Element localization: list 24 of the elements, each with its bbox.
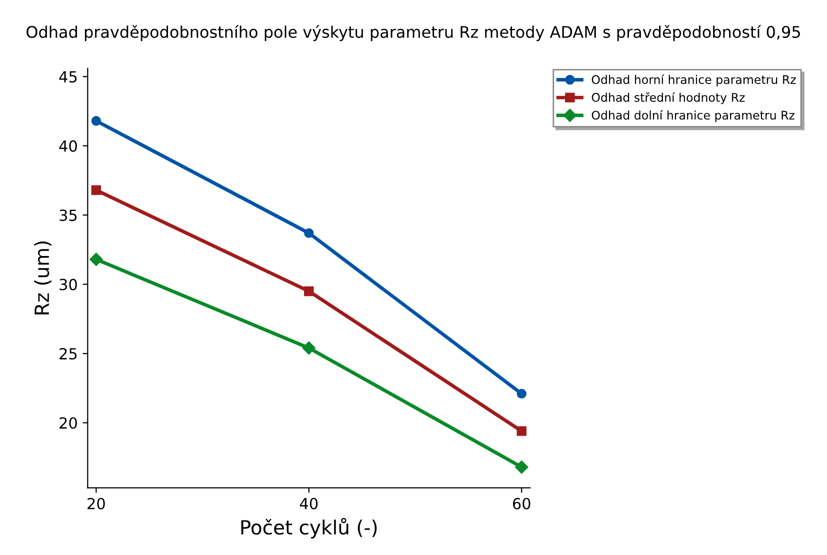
point (304, 286, 314, 296)
legend-label: Odhad dolní hranice parametru Rz (592, 110, 794, 122)
legend-label: Odhad horní hranice parametru Rz (592, 74, 796, 86)
point (90, 252, 103, 266)
point (516, 426, 526, 436)
legend-label: Odhad střední hodnoty Rz (592, 92, 745, 104)
point (91, 185, 102, 195)
y-axis-title: Rz (um) (34, 242, 52, 314)
x-tick-label: 20 (88, 498, 105, 510)
y-tick-label: 35 (60, 210, 77, 222)
y-tick-label: 45 (59, 71, 77, 83)
x-axis-title: Počet cyklů (-) (241, 518, 377, 538)
y-tick-label: 20 (60, 417, 77, 429)
point (304, 228, 314, 238)
y-tick-label: 30 (60, 278, 77, 290)
x-tick-label: 40 (300, 498, 318, 510)
point (302, 341, 316, 355)
y-tick-label: 25 (60, 348, 77, 360)
point (516, 388, 526, 399)
x-tick-label: 60 (512, 498, 530, 510)
point (91, 116, 102, 126)
y-tick-label: 40 (59, 140, 77, 152)
point (515, 460, 528, 474)
chart-title: Odhad pravděpodobnostního pole výskytu parametru Rz metody ADAM s pravděpodobností 0,95 (26, 24, 800, 42)
